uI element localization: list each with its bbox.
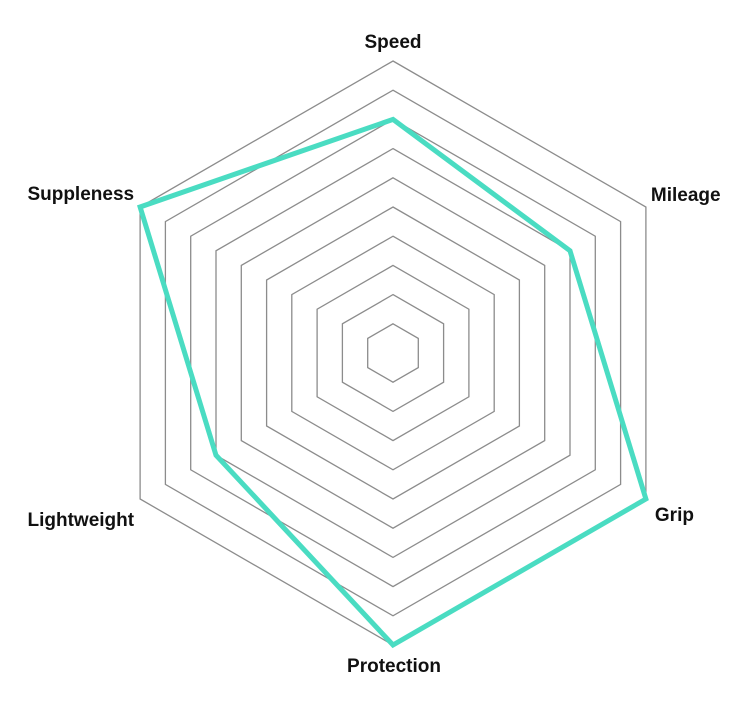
- grid-ring-5: [265, 206, 521, 500]
- axis-label-grip: Grip: [655, 505, 694, 526]
- grid-ring-3: [316, 264, 470, 442]
- grid-ring-9: [164, 89, 622, 617]
- axis-label-protection: Protection: [347, 656, 441, 677]
- axis-label-speed: Speed: [364, 32, 421, 53]
- axis-label-mileage: Mileage: [651, 185, 721, 206]
- grid-ring-6: [240, 177, 546, 529]
- grid-ring-8: [190, 118, 596, 588]
- data-polygon-series-1: [137, 116, 649, 649]
- axis-label-suppleness: Suppleness: [27, 184, 134, 205]
- grid-ring-4: [291, 235, 495, 471]
- grid-ring-1: [367, 323, 419, 383]
- axis-label-lightweight: Lightweight: [28, 510, 135, 531]
- grid-ring-2: [341, 293, 445, 413]
